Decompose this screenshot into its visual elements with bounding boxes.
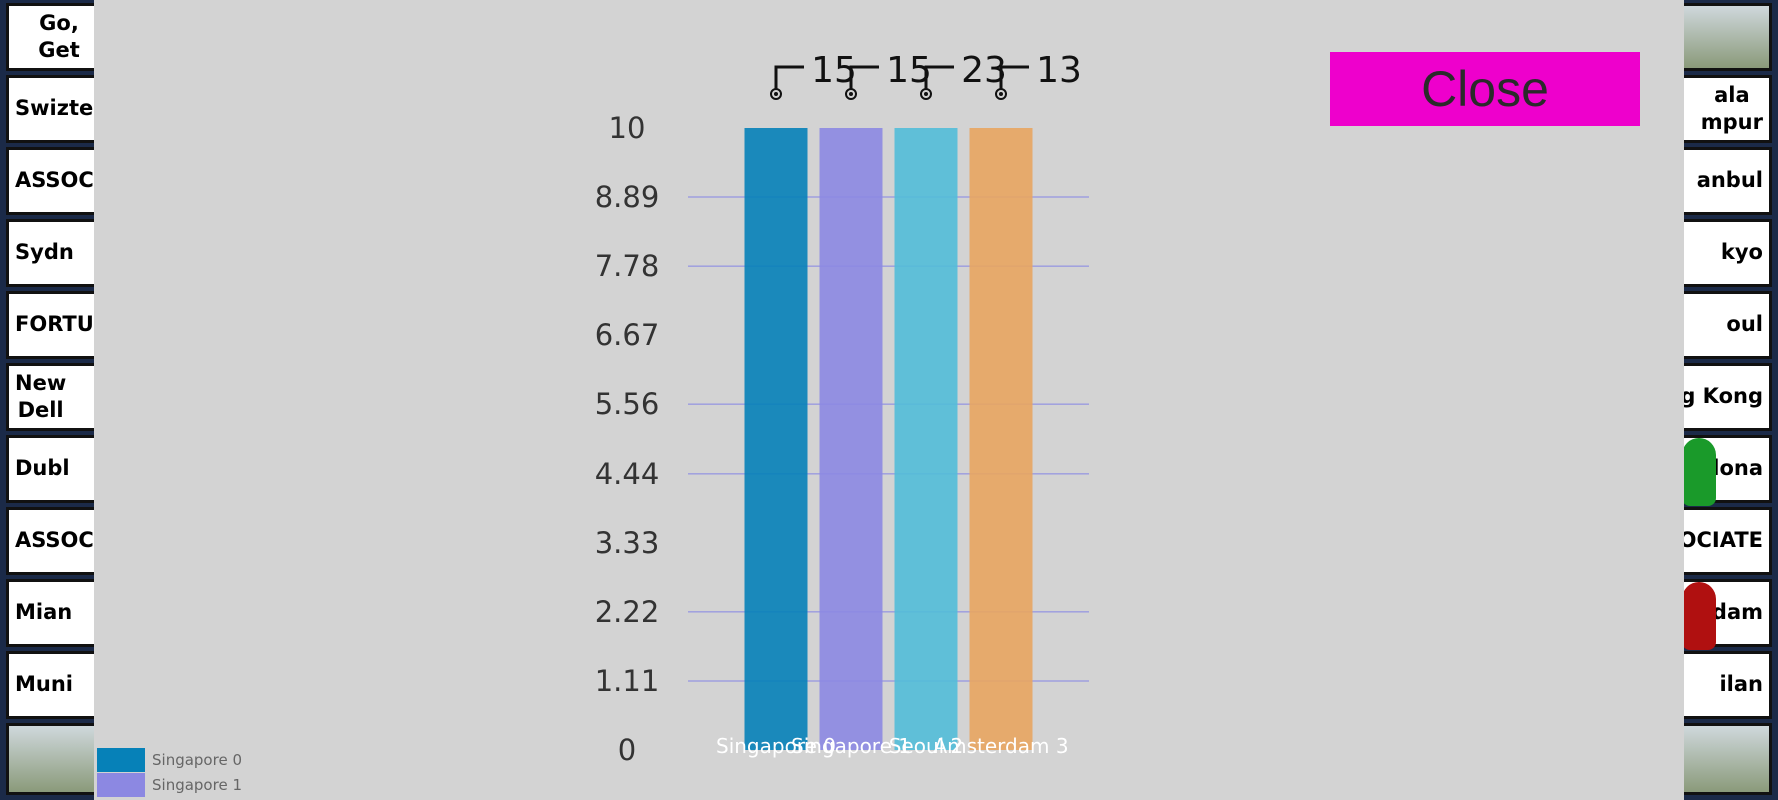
tile-image bbox=[1672, 3, 1772, 71]
leader bbox=[924, 65, 954, 90]
pawn bbox=[1682, 582, 1716, 650]
y-tick-label: 3.33 bbox=[595, 526, 660, 560]
y-tick-label: 8.89 bbox=[595, 180, 660, 214]
pawn bbox=[1682, 438, 1716, 506]
y-tick-label: 4.44 bbox=[595, 457, 660, 491]
board-tile: Muni bbox=[6, 651, 106, 719]
board-tile: ilan bbox=[1672, 651, 1772, 719]
legend-label: Singapore 1 bbox=[152, 776, 242, 794]
board-tile: FORTU bbox=[6, 291, 106, 359]
y-tick-label: 2.22 bbox=[595, 595, 660, 629]
close-button[interactable]: Close bbox=[1330, 52, 1640, 126]
marker-dot bbox=[924, 92, 928, 96]
leader bbox=[999, 65, 1029, 90]
marker-dot bbox=[849, 92, 853, 96]
board-tile: Go, Get bbox=[6, 3, 106, 71]
x-tick-label: Seoul 2 bbox=[889, 734, 964, 758]
x-tick-label: Singapore 1 bbox=[791, 734, 911, 758]
board-tile: g Kong bbox=[1672, 363, 1772, 431]
bar-annotation: 23 bbox=[961, 50, 1007, 91]
board-tile: ASSOC bbox=[6, 147, 106, 215]
legend-swatch bbox=[97, 748, 145, 772]
bar-annotation: 15 bbox=[886, 50, 932, 91]
leader bbox=[849, 65, 879, 90]
tile-image bbox=[1672, 723, 1772, 795]
x-tick-label: Amsterdam 3 bbox=[933, 734, 1068, 758]
board-tile: ASSOC bbox=[6, 507, 106, 575]
legend-swatch bbox=[97, 773, 145, 797]
y-tick-label: 5.56 bbox=[595, 387, 660, 421]
bar bbox=[744, 128, 808, 750]
leader bbox=[774, 65, 804, 90]
board-tile: kyo bbox=[1672, 219, 1772, 287]
y-tick-label: 10 bbox=[609, 111, 646, 145]
bar bbox=[894, 128, 958, 750]
board-tile: oul bbox=[1672, 291, 1772, 359]
y-tick-label: 0 bbox=[618, 733, 636, 767]
board-tile: Sydn bbox=[6, 219, 106, 287]
legend-label: Singapore 0 bbox=[152, 751, 242, 769]
y-tick-label: 1.11 bbox=[595, 664, 660, 698]
y-tick-label: 7.78 bbox=[595, 249, 660, 283]
board-tile: New Dell bbox=[6, 363, 106, 431]
y-tick-label: 6.67 bbox=[595, 318, 660, 352]
overlay bbox=[94, 0, 1684, 800]
board-tile: anbul bbox=[1672, 147, 1772, 215]
bar bbox=[969, 128, 1033, 750]
x-tick-label: Singapore 0 bbox=[716, 734, 836, 758]
bar-annotation: 15 bbox=[811, 50, 857, 91]
marker-dot bbox=[774, 92, 778, 96]
marker-dot bbox=[999, 92, 1003, 96]
bar bbox=[819, 128, 883, 750]
bar-annotation: 13 bbox=[1036, 50, 1082, 91]
